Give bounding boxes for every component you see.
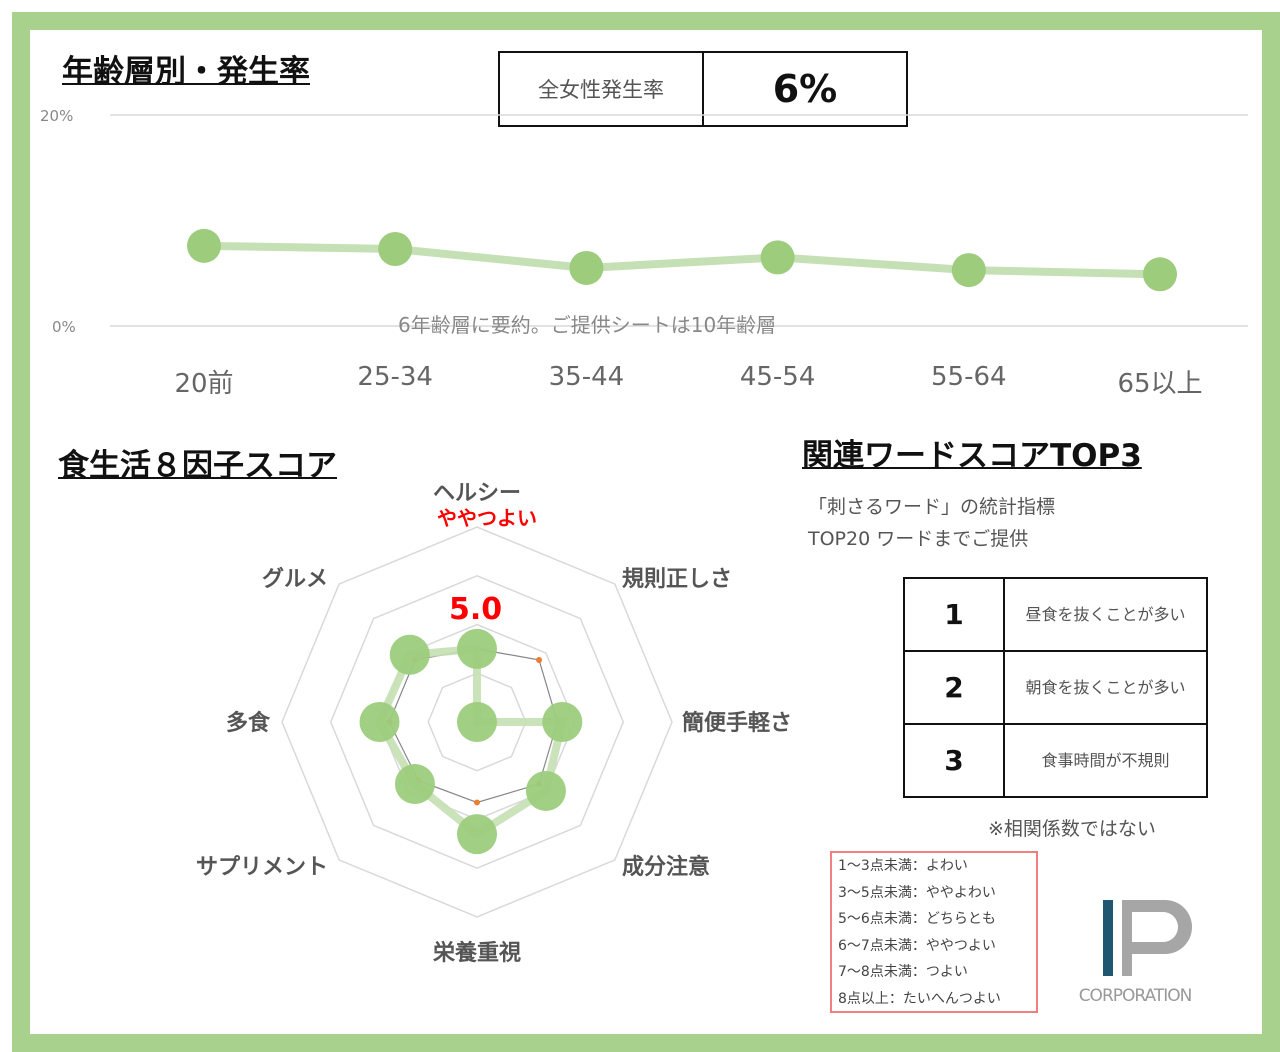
legend-item: 5～6点未満：どちらとも [838,911,996,927]
rank-word: 昼食を抜くことが多い [1003,577,1208,652]
score-legend: 1～3点未満：よわい 3～5点未満：ややよわい 5～6点未満：どちらとも 6～7… [830,851,1038,1013]
words-desc-line2: TOP20 ワードまでご提供 [808,528,1029,550]
table-row: 2 朝食を抜くことが多い [903,650,1208,725]
x-tick-label: 20前 [174,369,233,399]
axis-label: サプリメント [196,855,328,880]
axis-label: 成分注意 [622,854,710,880]
legend-item: 1～3点未満：よわい [838,858,968,874]
reference-point [536,656,543,663]
series-line [203,241,1161,279]
data-point [760,240,795,275]
legend-item: 7～8点未満：つよい [838,964,968,980]
rank-number: 3 [903,723,1005,798]
axis-label: 規則正しさ [622,567,732,592]
kpi-label: 全女性発生率 [500,53,704,125]
score-point [389,634,430,675]
x-tick-label: 35-44 [549,362,625,392]
score-point [525,770,566,811]
table-row: 3 食事時間が不規則 [903,723,1208,798]
y-tick-label: 20% [40,107,73,125]
line-chart: 20% 0% 20前 25-34 35-44 45-54 55-64 65以上 [40,107,1248,399]
x-tick-label: 25-34 [357,362,433,392]
data-point [378,231,413,266]
data-point [569,250,604,285]
legend-item: 8点以上：たいへんつよい [838,990,1001,1007]
rank-number: 1 [903,577,1005,652]
rank-number: 2 [903,650,1005,725]
kpi-box: 全女性発生率 6% [498,51,908,127]
word-rank-table: 1 昼食を抜くことが多い 2 朝食を抜くことが多い 3 食事時間が不規則 [903,577,1208,798]
words-description: 「刺さるワード」の統計指標 TOP20 ワードまでご提供 [808,491,1055,555]
data-point [1143,257,1177,292]
axis-label: 多食 [226,710,271,736]
score-point [457,702,497,742]
score-point [542,702,583,742]
radar-highlight-value: 5.0 [449,592,503,627]
radar-chart-title: 食生活８因子スコア [58,448,337,484]
line-chart-note: 6年齢層に要約。ご提供シートは10年齢層 [398,313,777,337]
company-logo: CORPORATION [1070,898,1200,1008]
green-frame [12,12,1280,1052]
footnote: ※相関係数ではない [988,818,1156,840]
x-tick-label: 65以上 [1117,369,1202,399]
legend-item: 3～5点未満：ややよわい [838,884,996,901]
axis-label: 栄養重視 [432,940,521,966]
logo-mark [1103,900,1192,976]
line-chart-title: 年齢層別・発生率 [62,54,310,90]
score-point [359,702,400,742]
axis-label: グルメ [262,566,328,592]
score-point [457,814,497,855]
words-title: 関連ワードスコアTOP3 [802,438,1142,474]
words-desc-line1: 「刺さるワード」の統計指標 [808,496,1056,518]
data-point [951,253,986,288]
logo-text: CORPORATION [1078,986,1193,1006]
data-point [187,228,221,263]
legend-item: 6～7点未満：ややつよい [838,937,996,954]
x-tick-label: 55-64 [931,362,1007,392]
axis-label: ヘルシー [433,481,521,506]
radar-ring [427,672,527,772]
score-point [457,628,497,669]
rank-word: 食事時間が不規則 [1003,723,1208,798]
table-row: 1 昼食を抜くことが多い [903,577,1208,652]
radar-ring [281,526,673,918]
axis-label: 簡便手軽さ [682,710,792,736]
radar-highlight-label: ややつよい [437,506,537,530]
kpi-value: 6% [772,67,838,111]
radar-ring [329,574,625,870]
y-tick-label: 0% [52,318,76,336]
x-tick-label: 45-54 [740,362,816,392]
rank-word: 朝食を抜くことが多い [1003,650,1208,725]
score-point [394,764,435,805]
reference-point [474,799,480,806]
